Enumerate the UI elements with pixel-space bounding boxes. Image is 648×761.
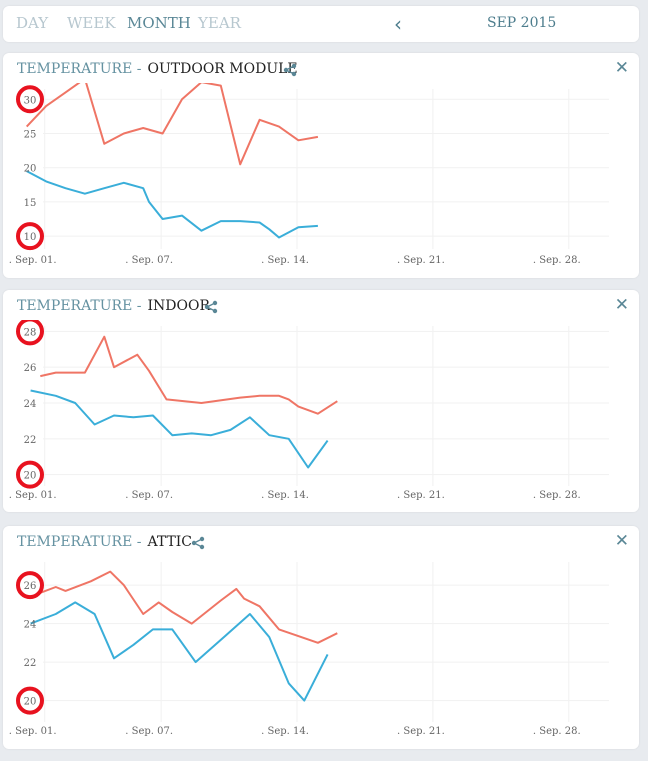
x-tick-label: . Sep. 07. [125, 726, 173, 737]
highlight-circle [16, 222, 44, 251]
tab-week[interactable]: WEEK [67, 14, 116, 32]
y-tick-label: 26 [24, 363, 37, 374]
x-tick-label: . Sep. 07. [125, 490, 173, 501]
y-tick-label: 20 [24, 697, 37, 708]
series-line-max [25, 83, 319, 166]
x-tick-label: . Sep. 21. [397, 726, 445, 737]
chart-panel-indoor: TEMPERATURE - INDOOR ✕ 20 22 24 26 28 . Sep. 0… [3, 290, 639, 512]
title-sensor: OUTDOOR MODULE [147, 61, 298, 77]
series-line-max [40, 335, 338, 415]
outdoor-line-chart: 10 15 20 25 30 . Sep. 01. . Sep. 07. . Sep. 14.… [9, 83, 609, 266]
series-line-min [26, 170, 318, 239]
highlight-circle [16, 686, 44, 715]
indoor-line-chart: 20 22 24 26 28 . Sep. 01. . Sep. 07. . Sep. 14.… [9, 320, 609, 501]
y-tick-label: 15 [24, 198, 37, 209]
series-line-min [30, 601, 329, 702]
close-icon[interactable]: ✕ [614, 58, 629, 78]
tab-day[interactable]: DAY [16, 14, 49, 32]
share-icon[interactable] [283, 63, 297, 77]
y-tick-label: 26 [24, 581, 37, 592]
close-icon[interactable]: ✕ [614, 295, 629, 315]
x-tick-label: . Sep. 14. [261, 255, 309, 266]
y-tick-label: 24 [24, 620, 37, 631]
x-tick-label: . Sep. 01. [9, 726, 57, 737]
panel-title: TEMPERATURE - OUTDOOR MODULE [17, 61, 298, 77]
chart-panel-attic: TEMPERATURE - ATTIC ✕ 20 22 24 26 . Sep. 01..… [3, 526, 639, 749]
series-line-min [30, 389, 329, 469]
x-tick-label: . Sep. 28. [533, 490, 581, 501]
title-sensor: INDOOR [147, 298, 211, 314]
x-tick-label: . Sep. 01. [9, 255, 57, 266]
close-icon[interactable]: ✕ [614, 531, 629, 551]
x-tick-label: . Sep. 14. [261, 490, 309, 501]
title-prefix: TEMPERATURE - [17, 298, 142, 314]
y-tick-label: 24 [24, 399, 37, 410]
title-prefix: TEMPERATURE - [17, 534, 142, 550]
y-tick-label: 10 [24, 232, 37, 243]
y-tick-label: 20 [24, 471, 37, 482]
y-tick-label: 25 [24, 129, 37, 140]
highlight-circle [16, 460, 44, 489]
panel-title: TEMPERATURE - INDOOR [17, 298, 210, 314]
title-prefix: TEMPERATURE - [17, 61, 142, 77]
x-tick-label: . Sep. 14. [261, 726, 309, 737]
chevron-left-icon[interactable]: ‹ [394, 12, 402, 36]
attic-line-chart: 20 22 24 26 . Sep. 01. . Sep. 07. . Sep. 14. . … [9, 562, 609, 737]
y-tick-label: 20 [24, 164, 37, 175]
highlight-circle [16, 571, 44, 600]
share-icon[interactable] [204, 300, 218, 314]
x-tick-label: . Sep. 01. [9, 490, 57, 501]
tab-year[interactable]: YEAR [198, 14, 241, 32]
x-tick-label: . Sep. 21. [397, 490, 445, 501]
x-tick-label: . Sep. 21. [397, 255, 445, 266]
x-tick-label: . Sep. 28. [533, 726, 581, 737]
title-sensor: ATTIC [147, 534, 193, 550]
chart-panel-outdoor: TEMPERATURE - OUTDOOR MODULE ✕ 10 15 20 25 30… [3, 53, 639, 278]
y-tick-label: 30 [24, 95, 37, 106]
share-icon[interactable] [191, 536, 205, 550]
series-line-max [39, 570, 338, 644]
tab-month[interactable]: MONTH [127, 14, 191, 32]
x-tick-label: . Sep. 28. [533, 255, 581, 266]
x-tick-label: . Sep. 07. [125, 255, 173, 266]
y-tick-label: 22 [24, 435, 37, 446]
current-period: SEP 2015 [487, 15, 557, 31]
highlight-circle [16, 85, 44, 114]
panel-title: TEMPERATURE - ATTIC [17, 534, 192, 550]
y-tick-label: 28 [24, 327, 37, 338]
highlight-circle [16, 320, 44, 346]
range-selector-bar: DAY WEEK MONTH YEAR ‹ SEP 2015 [3, 6, 639, 42]
y-tick-label: 22 [24, 658, 37, 669]
